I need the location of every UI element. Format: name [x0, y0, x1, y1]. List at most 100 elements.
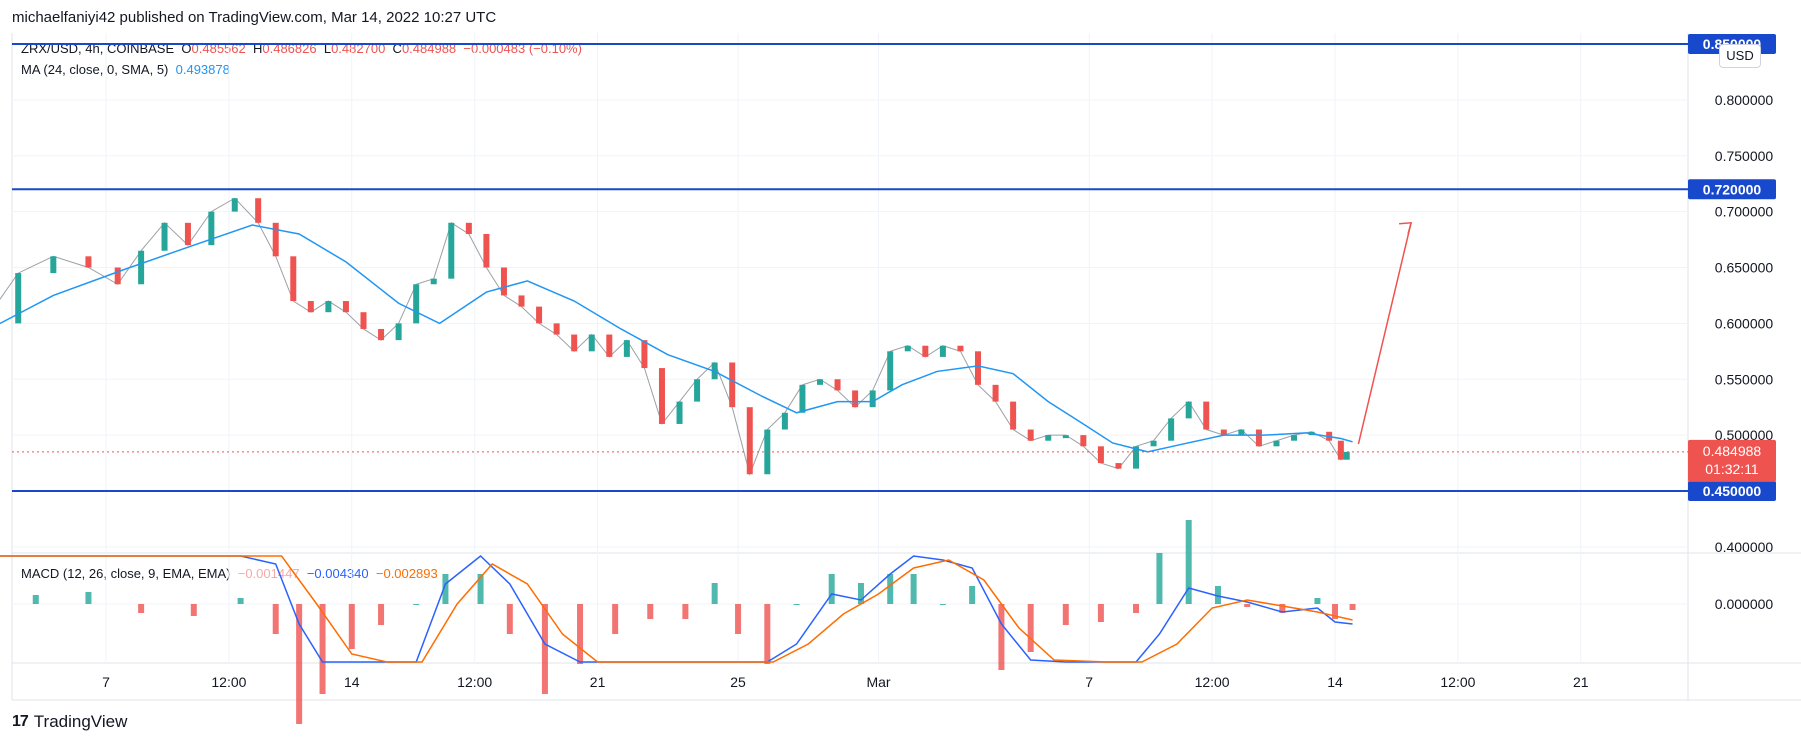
candle	[518, 295, 525, 307]
candle	[606, 334, 613, 357]
candle	[500, 267, 507, 296]
price-axis[interactable]: 0.800000 0.750000 0.700000 0.650000 0.600000…	[1688, 34, 1776, 612]
time-tick-label: 14	[344, 674, 360, 690]
open-label: O	[181, 41, 192, 56]
ma-value: 0.493878	[175, 62, 230, 77]
macd-histogram-bar	[793, 604, 800, 605]
candle	[1337, 440, 1344, 460]
macd-histogram-bar	[1349, 604, 1356, 610]
macd-histogram-bar	[647, 604, 654, 619]
macd-histogram-bar	[506, 604, 513, 634]
macd-histogram-bar	[477, 574, 484, 604]
macd-legend: MACD (12, 26, close, 9, EMA, EMA) −0.001…	[21, 566, 438, 581]
time-axis[interactable]: 7 12:00 14 12:00 21 25 Mar 7 12:00 14 12:00 21	[102, 674, 1589, 690]
candle	[114, 267, 121, 285]
candle	[272, 222, 279, 257]
macd-histogram-bar	[939, 604, 946, 605]
candle	[887, 351, 894, 391]
ma-label[interactable]: MA (24, close, 0, SMA, 5)	[21, 62, 169, 77]
trend-arrow[interactable]	[1357, 221, 1413, 445]
candle	[676, 401, 683, 424]
candle	[208, 211, 215, 246]
time-tick-label: 7	[102, 674, 110, 690]
macd-histogram-bar	[138, 604, 145, 613]
candle	[231, 198, 238, 212]
candle	[1343, 451, 1350, 460]
candle	[641, 340, 648, 369]
candle	[729, 362, 736, 408]
currency-badge[interactable]: USD	[1719, 44, 1761, 68]
macd-histogram-bar	[1185, 520, 1192, 604]
publisher-line: michaelfaniyi42 published on TradingView…	[12, 9, 497, 26]
macd-histogram-bar	[541, 604, 548, 694]
candle	[255, 198, 262, 223]
candle	[1097, 446, 1104, 464]
last-price-label: 0.484988	[1703, 443, 1762, 459]
macd-histogram-bar	[828, 574, 835, 604]
candle	[483, 233, 490, 268]
time-tick-label: 12:00	[1440, 674, 1475, 690]
candle	[975, 351, 982, 385]
macd-histogram-bar	[1332, 604, 1338, 619]
macd-line	[0, 555, 1353, 663]
tradingview-brand[interactable]: 17 TradingView	[12, 712, 127, 732]
macd-tick-label: 0.000000	[1715, 596, 1774, 612]
macd-line-value: −0.004340	[306, 566, 369, 581]
macd-histogram-bar	[442, 574, 449, 604]
candle	[15, 273, 22, 324]
macd-histogram-bar	[378, 604, 385, 625]
price-tick-label: 0.750000	[1715, 148, 1774, 164]
horizontal-levels[interactable]	[12, 43, 1688, 492]
candle	[623, 340, 630, 357]
candle	[184, 222, 191, 246]
macd-histogram-bar	[85, 592, 92, 604]
macd-histogram-bar	[237, 598, 244, 604]
macd-histogram-bar	[1244, 604, 1251, 607]
candle	[922, 345, 929, 357]
macd-histogram-bar	[190, 604, 197, 616]
candle	[1045, 435, 1052, 441]
candle	[571, 334, 578, 352]
macd-label[interactable]: MACD (12, 26, close, 9, EMA, EMA)	[21, 566, 231, 581]
macd-signal-line	[0, 555, 1353, 663]
candle	[1168, 418, 1175, 441]
price-tick-label: 0.650000	[1715, 260, 1774, 276]
macd-histogram-bar	[1097, 604, 1104, 622]
macd-histogram-bar	[32, 595, 39, 604]
candle	[746, 407, 753, 475]
candle	[1062, 435, 1069, 439]
macd-histogram-bar	[1314, 598, 1321, 604]
price-series	[0, 197, 1350, 476]
candle	[50, 256, 57, 274]
candle	[395, 323, 402, 341]
candle	[553, 323, 560, 335]
candle	[536, 306, 543, 324]
brand-label: TradingView	[33, 712, 128, 731]
last-price-tag-bg	[1688, 439, 1776, 482]
macd-histogram-bar	[735, 604, 742, 634]
candle	[448, 222, 455, 279]
time-tick-label: 14	[1327, 674, 1343, 690]
candle	[957, 345, 964, 352]
ma-path	[0, 224, 1353, 453]
candle	[781, 412, 788, 430]
candle	[869, 390, 876, 408]
candle	[1185, 401, 1192, 419]
candle	[1150, 440, 1157, 447]
candle	[1273, 440, 1280, 447]
level-price-label: 0.450000	[1703, 483, 1762, 499]
candle	[1010, 401, 1017, 430]
candle	[588, 334, 595, 352]
candle	[465, 222, 472, 234]
candle	[852, 390, 859, 408]
time-tick-label: 7	[1085, 674, 1093, 690]
candle	[290, 256, 297, 302]
macd-histogram-bar	[682, 604, 689, 619]
macd-histogram-bar	[1156, 553, 1163, 604]
time-tick-label: 21	[590, 674, 606, 690]
candle	[342, 301, 349, 313]
low-label: L	[323, 41, 332, 56]
macd-histogram-bar	[764, 604, 771, 664]
candle	[307, 301, 314, 313]
